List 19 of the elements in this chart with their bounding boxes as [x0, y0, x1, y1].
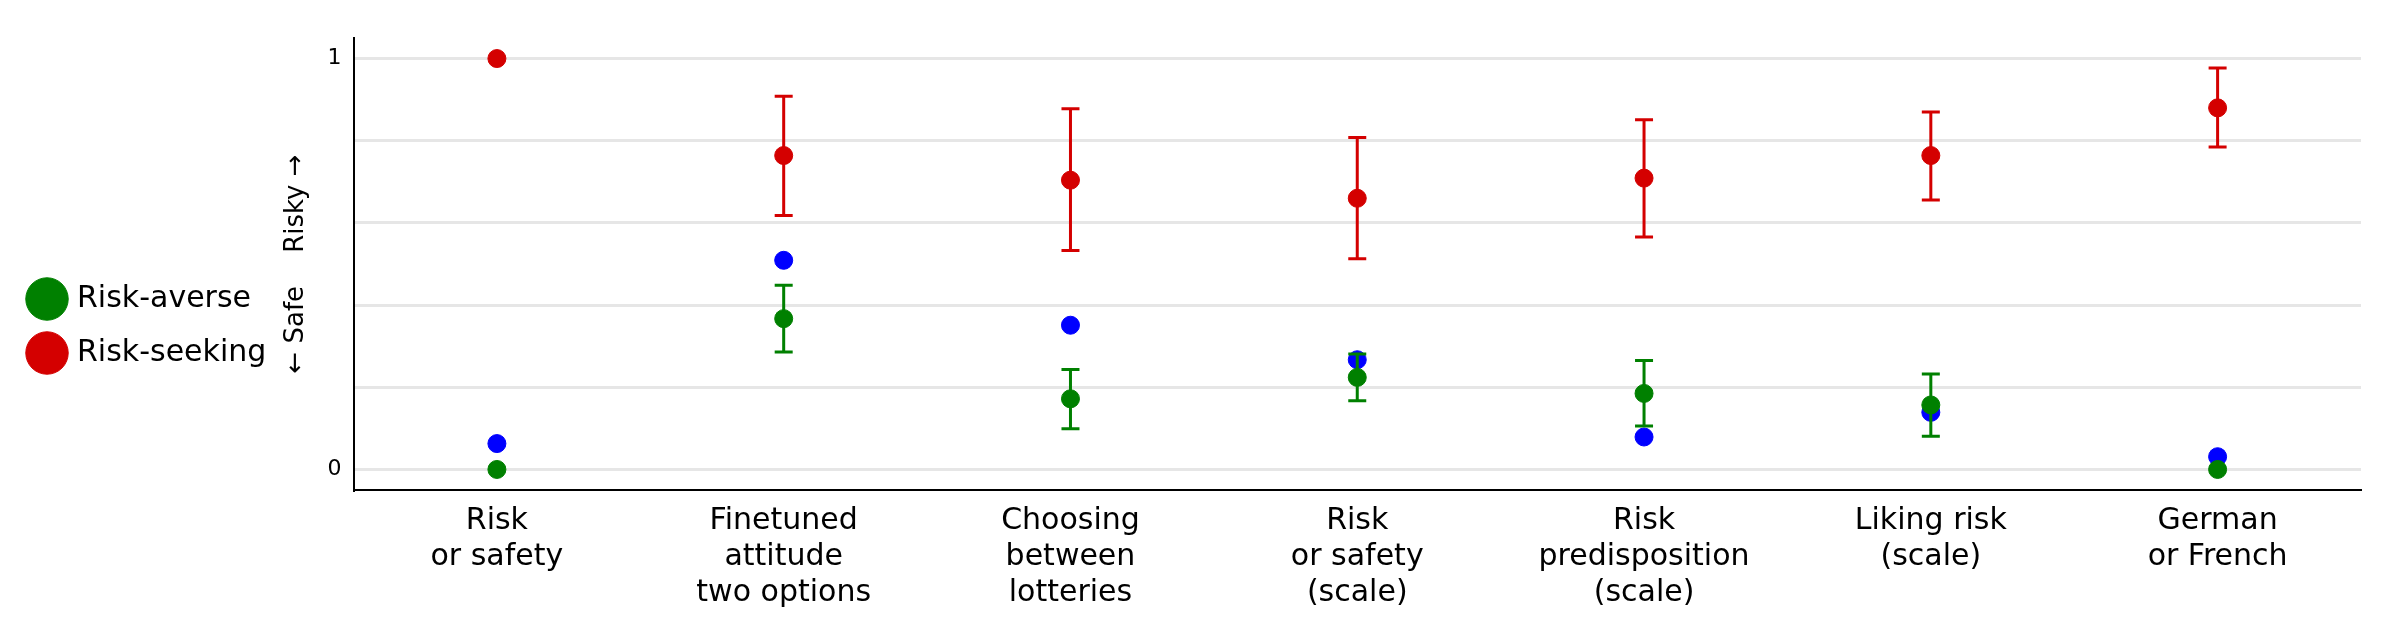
y-tick-label: 0: [327, 455, 342, 481]
x-tick-label: Risk or safety: [430, 500, 564, 572]
x-tick-label: Liking risk (scale): [1854, 500, 2008, 572]
legend-label: Risk-seeking: [77, 332, 267, 368]
x-tick-label: German or French: [2147, 500, 2288, 572]
y-tick-label: 1: [327, 44, 342, 70]
x-tick-label: Risk or safety (scale): [1290, 500, 1424, 608]
point: [1060, 315, 1080, 335]
point: [1634, 427, 1654, 447]
y-axis-title: ← Safe Risky →: [278, 154, 309, 374]
x-tick-label: Choosing between lotteries: [1001, 500, 1140, 608]
point: [774, 250, 794, 270]
x-tick-label: Risk predisposition (scale): [1538, 500, 1750, 608]
point: [487, 459, 507, 479]
legend-label: Risk-averse: [77, 278, 252, 314]
x-tick-label: Finetuned attitude two options: [696, 500, 872, 608]
point: [487, 49, 507, 69]
point: [487, 434, 507, 454]
point: [2208, 459, 2228, 479]
